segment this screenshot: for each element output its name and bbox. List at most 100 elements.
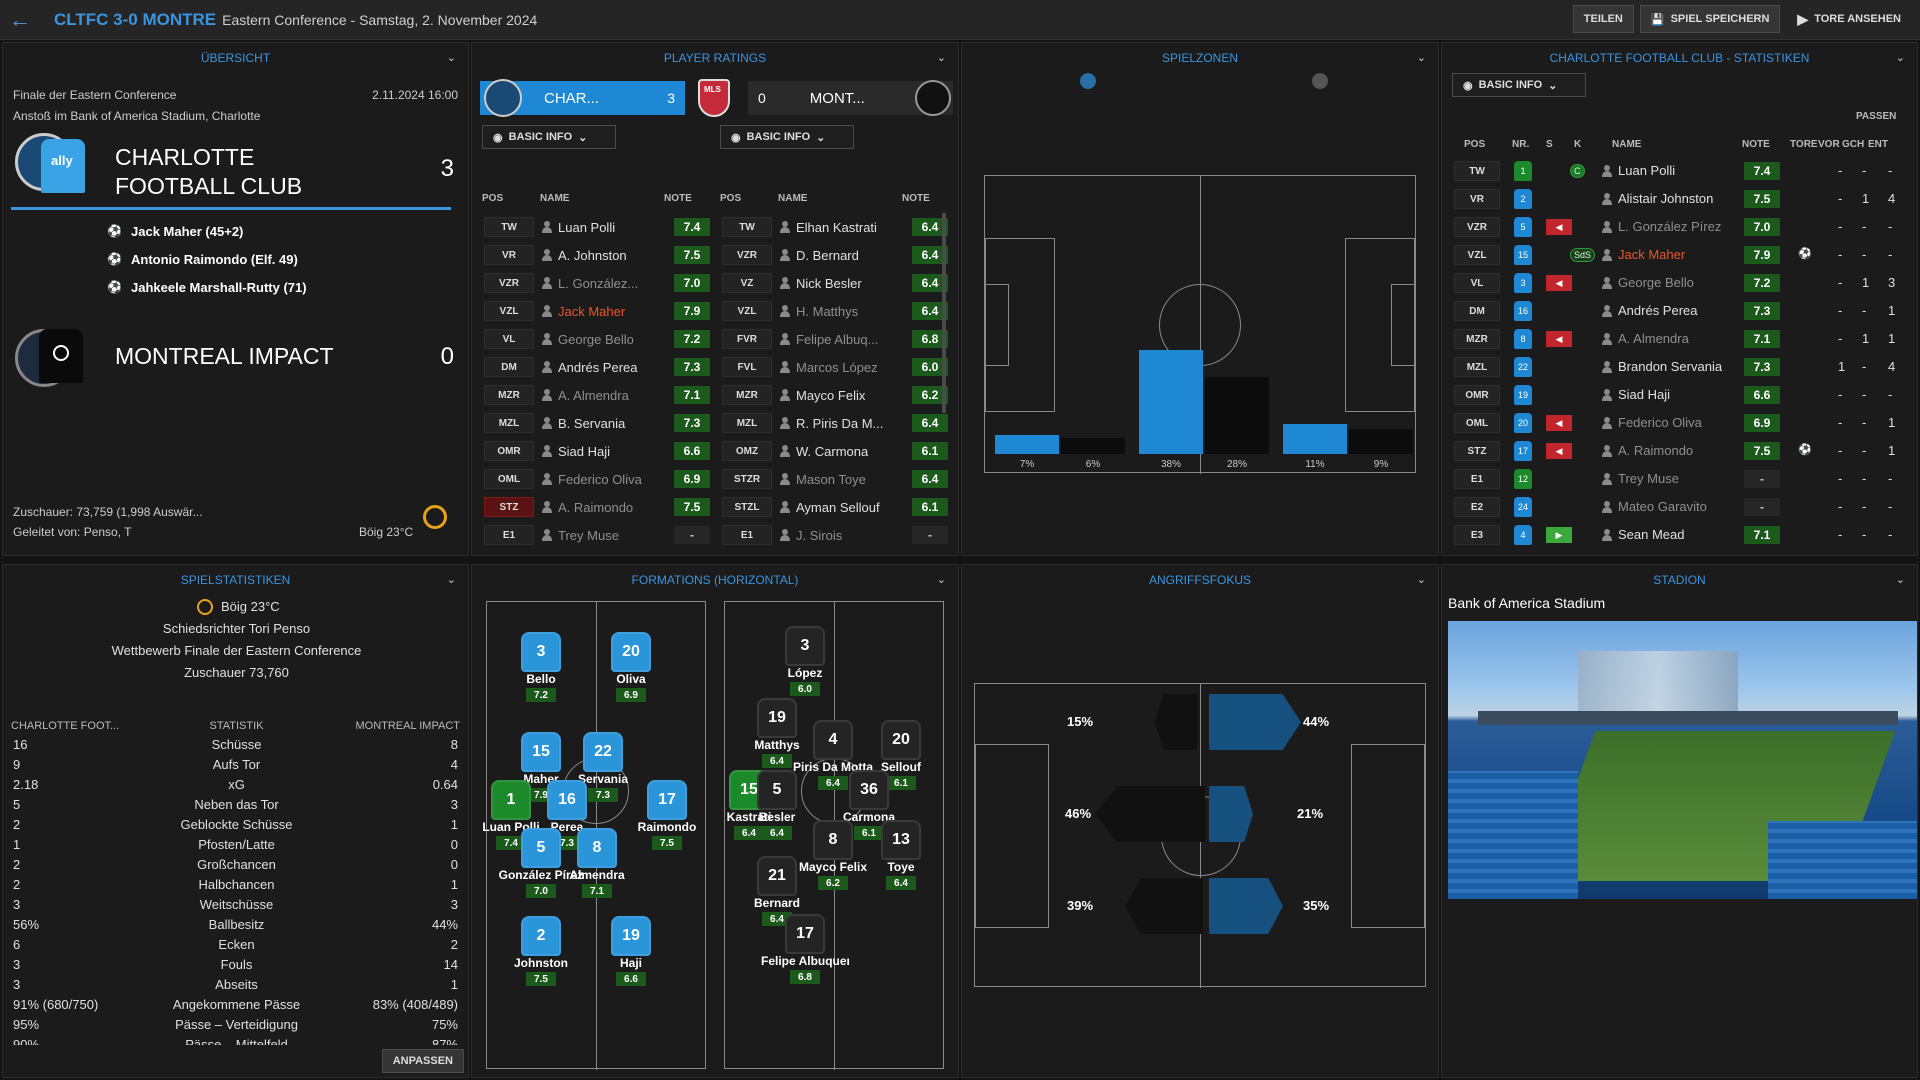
- club-stats-row[interactable]: E3 4 ▶ Sean Mead 7.1 - - -: [1442, 521, 1917, 549]
- back-arrow-icon[interactable]: ←: [9, 6, 31, 32]
- formation-player[interactable]: 17 Raimondo 7.5: [638, 780, 696, 850]
- formation-player[interactable]: 19 Matthys 6.4: [753, 698, 801, 768]
- formation-player[interactable]: 13 Toye 6.4: [877, 820, 925, 890]
- club-stats-row[interactable]: VZL 15 SdS Jack Maher 7.9 ⚽ - - -: [1442, 241, 1917, 269]
- watch-goals-button[interactable]: ▶ TORE ANSEHEN: [1786, 5, 1912, 33]
- player-name[interactable]: Brandon Servania: [1618, 359, 1723, 374]
- formation-player[interactable]: 2 Johnston 7.5: [514, 916, 568, 986]
- rating-row[interactable]: VZ Nick Besler 6.4: [722, 269, 948, 297]
- rating-row[interactable]: DM Andrés Perea 7.3: [484, 353, 710, 381]
- chevron-down-icon[interactable]: ⌄: [446, 52, 456, 64]
- rating-row[interactable]: FVR Felipe Albuq... 6.8: [722, 325, 948, 353]
- rating-row[interactable]: VR A. Johnston 7.5: [484, 241, 710, 269]
- customize-button[interactable]: ANPASSEN: [381, 1049, 464, 1073]
- rating-row[interactable]: OMZ W. Carmona 6.1: [722, 437, 948, 465]
- rating-row[interactable]: VZL H. Matthys 6.4: [722, 297, 948, 325]
- rating-row[interactable]: TW Elhan Kastrati 6.4: [722, 213, 948, 241]
- rating-row[interactable]: E1 Trey Muse -: [484, 521, 710, 549]
- player-name[interactable]: Andrés Perea: [1618, 303, 1698, 318]
- rating-row[interactable]: STZR Mason Toye 6.4: [722, 465, 948, 493]
- club-stats-row[interactable]: OMR 19 Siad Haji 6.6 - - -: [1442, 381, 1917, 409]
- club-stats-row[interactable]: STZ 17 ◀ A. Raimondo 7.5 ⚽ - - 1: [1442, 437, 1917, 465]
- away-basic-info-dropdown[interactable]: ◉ BASIC INFO ⌄: [720, 125, 854, 149]
- home-basic-info-dropdown[interactable]: ◉ BASIC INFO ⌄: [482, 125, 616, 149]
- club-basic-info-dropdown[interactable]: ◉ BASIC INFO ⌄: [1452, 73, 1586, 97]
- player-name[interactable]: Jack Maher: [558, 303, 626, 319]
- player-name[interactable]: A. Almendra: [1618, 331, 1689, 346]
- rating-row[interactable]: OMR Siad Haji 6.6: [484, 437, 710, 465]
- player-name[interactable]: Mason Toye: [796, 471, 866, 487]
- player-name[interactable]: Elhan Kastrati: [796, 219, 877, 235]
- formation-player[interactable]: 20 Sellouf 6.1: [877, 720, 925, 790]
- player-name[interactable]: Jack Maher: [1618, 247, 1686, 262]
- player-name[interactable]: Trey Muse: [558, 527, 619, 543]
- player-name[interactable]: L. González Pírez: [1618, 219, 1722, 234]
- formation-player[interactable]: 5 Besler 6.4: [753, 770, 801, 840]
- rating-row[interactable]: VZL Jack Maher 7.9: [484, 297, 710, 325]
- player-name[interactable]: Sean Mead: [1618, 527, 1685, 542]
- rating-row[interactable]: E1 J. Sirois -: [722, 521, 948, 549]
- club-stats-row[interactable]: MZL 22 Brandon Servania 7.3 1 - 4: [1442, 353, 1917, 381]
- rating-row[interactable]: STZ A. Raimondo 7.5: [484, 493, 710, 521]
- formation-player[interactable]: 19 Haji 6.6: [607, 916, 655, 986]
- formation-player[interactable]: 3 Bello 7.2: [517, 632, 565, 702]
- formation-player[interactable]: 8 Almendra 7.1: [569, 828, 625, 898]
- player-name[interactable]: Mayco Felix: [796, 387, 866, 403]
- rating-row[interactable]: STZL Ayman Sellouf 6.1: [722, 493, 948, 521]
- player-name[interactable]: Felipe Albuq...: [796, 331, 879, 347]
- player-name[interactable]: Luan Polli: [1618, 163, 1676, 178]
- formation-player[interactable]: 8 Mayco Felix 6.2: [799, 820, 867, 890]
- chevron-down-icon[interactable]: ⌄: [936, 52, 946, 64]
- rating-row[interactable]: MZL B. Servania 7.3: [484, 409, 710, 437]
- club-stats-row[interactable]: VZR 5 ◀ L. González Pírez 7.0 - - -: [1442, 213, 1917, 241]
- player-name[interactable]: Siad Haji: [558, 443, 611, 459]
- player-name[interactable]: A. Raimondo: [1618, 443, 1694, 458]
- club-stats-row[interactable]: TW 1 C Luan Polli 7.4 - - -: [1442, 157, 1917, 185]
- player-name[interactable]: George Bello: [558, 331, 634, 347]
- rating-row[interactable]: FVL Marcos López 6.0: [722, 353, 948, 381]
- player-name[interactable]: Luan Polli: [558, 219, 616, 235]
- player-name[interactable]: W. Carmona: [796, 443, 869, 459]
- formation-player[interactable]: 5 González Pírez 7.0: [499, 828, 583, 898]
- player-name[interactable]: Trey Muse: [1618, 471, 1679, 486]
- club-stats-row[interactable]: E1 12 Trey Muse - - - -: [1442, 465, 1917, 493]
- rating-row[interactable]: VZR L. González... 7.0: [484, 269, 710, 297]
- share-button[interactable]: TEILEN: [1572, 5, 1634, 33]
- club-stats-row[interactable]: E2 24 Mateo Garavito - - - -: [1442, 493, 1917, 521]
- formation-player[interactable]: 22 Servania 7.3: [578, 732, 628, 802]
- player-name[interactable]: Nick Besler: [796, 275, 862, 291]
- formation-player[interactable]: 36 Carmona 6.1: [843, 770, 895, 840]
- player-name[interactable]: A. Raimondo: [558, 499, 634, 515]
- formation-player[interactable]: 17 Felipe Albuquerque 6.8: [761, 914, 849, 984]
- save-match-button[interactable]: 💾 SPIEL SPEICHERN: [1639, 5, 1781, 33]
- player-name[interactable]: Federico Oliva: [1618, 415, 1702, 430]
- chevron-down-icon[interactable]: ⌄: [1895, 574, 1905, 586]
- player-name[interactable]: Alistair Johnston: [1618, 191, 1714, 206]
- club-stats-row[interactable]: MZR 8 ◀ A. Almendra 7.1 - 1 1: [1442, 325, 1917, 353]
- player-name[interactable]: Mateo Garavito: [1618, 499, 1707, 514]
- home-team-bar[interactable]: CHAR... 3: [480, 79, 685, 117]
- player-name[interactable]: D. Bernard: [796, 247, 859, 263]
- rating-row[interactable]: VL George Bello 7.2: [484, 325, 710, 353]
- chevron-down-icon[interactable]: ⌄: [1895, 52, 1905, 64]
- player-name[interactable]: George Bello: [1618, 275, 1694, 290]
- player-name[interactable]: H. Matthys: [796, 303, 859, 319]
- rating-row[interactable]: MZR Mayco Felix 6.2: [722, 381, 948, 409]
- chevron-down-icon[interactable]: ⌄: [446, 574, 456, 586]
- player-name[interactable]: L. González...: [558, 275, 639, 291]
- chevron-down-icon[interactable]: ⌄: [1416, 574, 1426, 586]
- chevron-down-icon[interactable]: ⌄: [1416, 52, 1426, 64]
- player-name[interactable]: Marcos López: [796, 359, 878, 375]
- player-name[interactable]: Federico Oliva: [558, 471, 642, 487]
- formation-player[interactable]: 4 Piris Da Motta 6.4: [793, 720, 873, 790]
- formation-player[interactable]: 3 López 6.0: [781, 626, 829, 696]
- player-name[interactable]: A. Johnston: [558, 247, 627, 263]
- player-name[interactable]: J. Sirois: [796, 527, 843, 543]
- player-name[interactable]: A. Almendra: [558, 387, 629, 403]
- chevron-down-icon[interactable]: ⌄: [936, 574, 946, 586]
- rating-row[interactable]: VZR D. Bernard 6.4: [722, 241, 948, 269]
- club-stats-row[interactable]: OML 20 ◀ Federico Oliva 6.9 - - 1: [1442, 409, 1917, 437]
- away-team-bar[interactable]: 0 MONT...: [748, 80, 953, 116]
- player-name[interactable]: Siad Haji: [1618, 387, 1671, 402]
- player-name[interactable]: B. Servania: [558, 415, 626, 431]
